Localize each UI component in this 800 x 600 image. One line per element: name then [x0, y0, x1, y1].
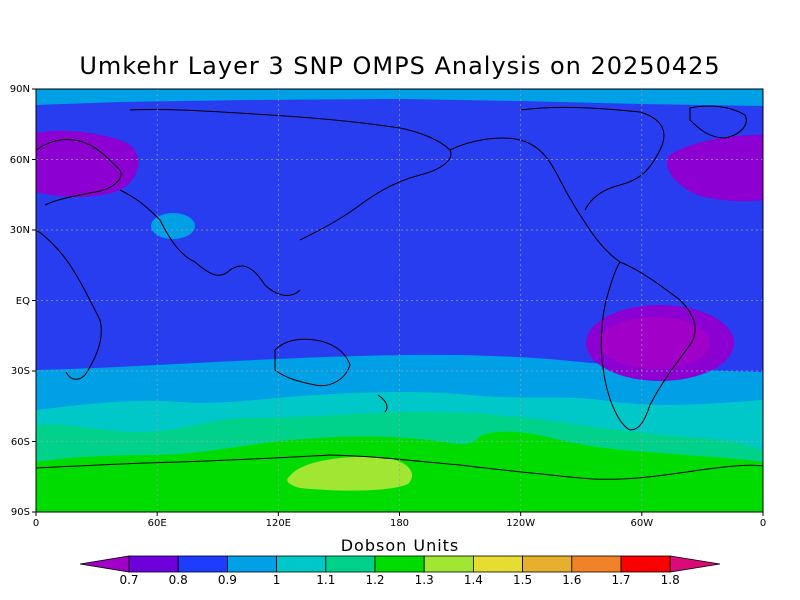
lat-label-60s: 60S	[11, 437, 30, 448]
colorbar-swatch-6	[423, 555, 474, 573]
lon-label-120w: 120W	[506, 518, 535, 529]
colorbar-tick-10: 1.7	[611, 573, 630, 587]
lat-label-30s: 30S	[11, 366, 30, 377]
patch-violet-south-america	[600, 317, 710, 369]
colorbar-swatch-5	[374, 555, 425, 573]
colorbar-swatch-10	[620, 555, 671, 573]
lon-ticks	[35, 512, 764, 516]
colorbar-swatch-1	[177, 555, 228, 573]
colorbar-tick-5: 1.2	[365, 573, 384, 587]
lat-label-60n: 60N	[10, 155, 30, 166]
lon-label-0-east: 0	[760, 518, 766, 529]
lat-ticks	[32, 88, 36, 513]
colorbar-tick-0: 0.7	[119, 573, 138, 587]
lon-label-180: 180	[390, 518, 409, 529]
lat-label-90s: 90S	[11, 507, 30, 518]
colorbar-swatch-4	[325, 555, 376, 573]
colorbar-tick-9: 1.6	[562, 573, 581, 587]
patch-light-blue-asia	[151, 213, 195, 239]
coastlines	[36, 105, 763, 480]
colorbar-tick-6: 1.3	[415, 573, 434, 587]
colorbar-tick-11: 1.8	[661, 573, 680, 587]
lon-label-0-west: 0	[33, 518, 39, 529]
ozone-field	[36, 89, 763, 512]
colorbar-swatch-3	[276, 555, 327, 573]
lon-label-60w: 60W	[630, 518, 653, 529]
colorbar-swatch-9	[571, 555, 622, 573]
colorbar-low-arrow	[79, 555, 130, 573]
colorbar-tick-3: 1	[273, 573, 281, 587]
patch-purple-europe	[36, 130, 139, 197]
colorbar-swatch-7	[472, 555, 523, 573]
lon-label-60e: 60E	[148, 518, 167, 529]
colorbar	[79, 555, 721, 573]
colorbar-swatch-8	[522, 555, 573, 573]
colorbar-tick-8: 1.5	[513, 573, 532, 587]
lat-label-eq: EQ	[16, 296, 30, 307]
colorbar-title: Dobson Units	[340, 536, 460, 555]
patch-yellow-green	[287, 456, 413, 491]
colorbar-high-arrow	[669, 555, 721, 573]
colorbar-tick-4: 1.1	[316, 573, 335, 587]
graticule	[36, 89, 763, 512]
colorbar-tick-2: 0.9	[218, 573, 237, 587]
colorbar-tick-7: 1.4	[464, 573, 483, 587]
lat-label-90n: 90N	[10, 84, 30, 95]
lat-label-30n: 30N	[10, 225, 30, 236]
lon-label-120e: 120E	[266, 518, 291, 529]
patch-purple-atlantic	[666, 134, 763, 202]
colorbar-swatch-2	[226, 555, 277, 573]
map-title: Umkehr Layer 3 SNP OMPS Analysis on 2025…	[79, 52, 721, 80]
colorbar-swatch-0	[128, 555, 179, 573]
colorbar-tick-1: 0.8	[169, 573, 188, 587]
